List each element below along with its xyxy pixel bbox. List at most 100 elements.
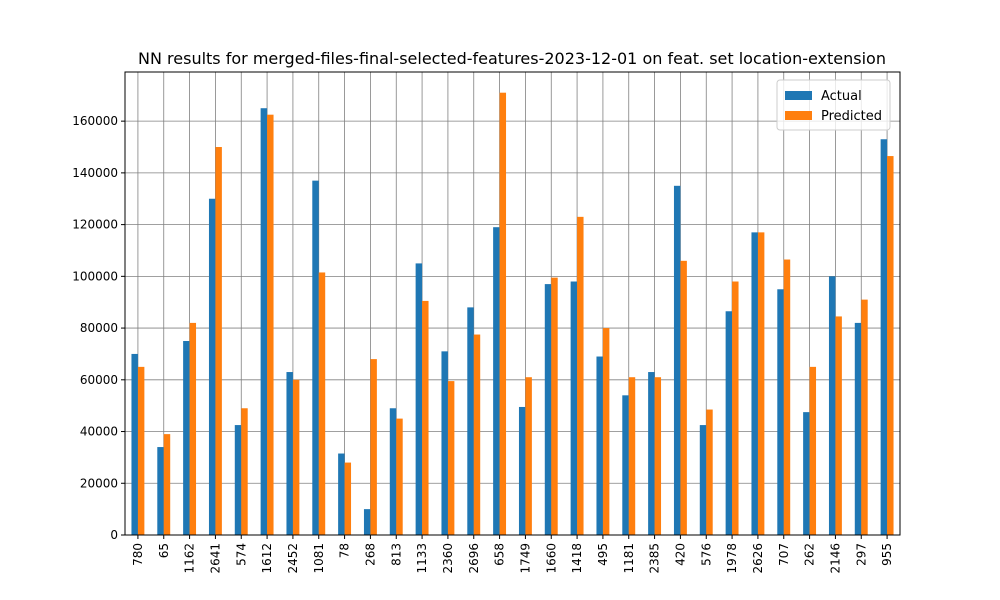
x-tick-label: 1181 (622, 543, 636, 574)
bar-predicted-1749 (525, 377, 532, 535)
bar-actual-420 (673, 185, 681, 535)
bar-predicted-1133 (422, 300, 429, 535)
y-tick-label: 40000 (80, 425, 118, 439)
y-tick-label: 0 (110, 528, 118, 542)
x-tick-label: 420 (673, 543, 687, 566)
x-tick-label: 2146 (828, 543, 842, 574)
bar-actual-1660 (544, 284, 552, 535)
x-tick-label: 780 (131, 543, 145, 566)
x-tick-label: 297 (854, 543, 868, 566)
bars-group (131, 92, 894, 536)
bar-actual-2146 (828, 276, 836, 535)
bar-actual-2385 (648, 372, 655, 535)
bar-predicted-2360 (447, 381, 455, 535)
bar-actual-658 (493, 227, 500, 535)
bar-predicted-2452 (292, 379, 300, 535)
x-tick-label: 2385 (648, 543, 662, 574)
x-tick-label: 1660 (544, 543, 558, 574)
bar-actual-65 (157, 447, 164, 535)
y-tick-label: 120000 (72, 218, 118, 232)
bar-predicted-2626 (757, 232, 765, 535)
x-tick-label: 65 (157, 543, 171, 558)
bar-predicted-65 (163, 434, 171, 535)
bar-predicted-1418 (577, 216, 584, 535)
bar-actual-574 (234, 425, 242, 535)
legend-swatch-actual (785, 91, 812, 100)
x-tick-label: 574 (234, 543, 248, 566)
bar-actual-2452 (286, 372, 293, 535)
bar-actual-78 (338, 453, 345, 535)
bar-predicted-1978 (732, 281, 739, 535)
bar-predicted-658 (499, 92, 507, 535)
bar-predicted-1612 (267, 114, 274, 535)
bar-actual-1133 (415, 263, 423, 535)
bar-predicted-2146 (835, 316, 842, 535)
bar-actual-268 (363, 509, 371, 535)
legend-label-actual: Actual (821, 89, 862, 104)
x-tick-label: 1081 (312, 543, 326, 574)
bar-actual-1612 (260, 108, 268, 536)
bar-actual-1081 (312, 180, 319, 535)
y-tick-label: 140000 (72, 166, 118, 180)
bar-actual-2360 (441, 351, 448, 535)
bar-actual-495 (596, 356, 603, 535)
x-axis: 780 65 1162 2641 574 1612 2452 1081 78 268 813 1133… (131, 535, 894, 574)
x-tick-label: 576 (699, 543, 713, 566)
bar-predicted-1660 (551, 277, 558, 535)
y-tick-label: 160000 (72, 114, 118, 128)
legend-label-predicted: Predicted (821, 109, 882, 124)
bar-predicted-495 (602, 328, 610, 535)
bar-actual-955 (880, 139, 888, 535)
bar-actual-1162 (183, 341, 190, 535)
x-tick-label: 707 (777, 543, 791, 566)
x-tick-label: 268 (363, 543, 377, 566)
x-tick-label: 2696 (467, 543, 481, 574)
bar-predicted-262 (809, 366, 817, 535)
bar-actual-262 (803, 412, 810, 535)
x-tick-label: 1978 (725, 543, 739, 574)
x-tick-label: 1749 (518, 543, 532, 574)
bar-predicted-780 (137, 366, 145, 535)
bar-predicted-2696 (473, 334, 481, 535)
bar-actual-1749 (518, 406, 526, 535)
plot-area (125, 72, 900, 535)
x-tick-label: 2626 (751, 543, 765, 574)
y-tick-label: 60000 (80, 373, 118, 387)
bar-predicted-574 (241, 408, 248, 535)
bar-predicted-420 (680, 260, 687, 535)
x-tick-label: 1612 (260, 543, 274, 574)
x-tick-label: 813 (389, 543, 403, 566)
bar-predicted-78 (344, 462, 352, 535)
bar-actual-1181 (622, 395, 629, 535)
plot-frame (124, 71, 901, 536)
legend-swatch-predicted (785, 111, 812, 120)
bar-actual-297 (854, 322, 862, 535)
x-tick-label: 955 (880, 543, 894, 566)
bar-predicted-813 (396, 418, 403, 535)
x-tick-label: 1162 (183, 543, 197, 574)
bar-actual-813 (389, 408, 397, 535)
chart-title: NN results for merged-files-final-select… (138, 49, 886, 68)
bar-actual-707 (777, 289, 784, 535)
bar-predicted-268 (370, 359, 377, 535)
bar-actual-780 (131, 353, 138, 535)
bar-actual-576 (699, 425, 707, 535)
bar-predicted-1162 (189, 322, 197, 535)
x-tick-label: 2641 (208, 543, 222, 574)
y-axis: 0 20000 40000 60000 80000 100000 120000 140000 1… (72, 114, 125, 542)
x-tick-label: 2452 (286, 543, 300, 574)
y-tick-label: 100000 (72, 269, 118, 283)
y-tick-label: 20000 (80, 476, 118, 490)
y-tick-label: 80000 (80, 321, 118, 335)
bar-predicted-1181 (628, 377, 636, 535)
x-tick-label: 1133 (415, 543, 429, 574)
bar-actual-2626 (751, 232, 758, 535)
bar-actual-1978 (725, 311, 733, 535)
bar-predicted-707 (783, 259, 791, 535)
x-tick-label: 2360 (441, 543, 455, 574)
x-tick-label: 78 (338, 543, 352, 558)
bar-actual-2641 (208, 198, 216, 535)
bar-predicted-576 (706, 409, 713, 535)
bar-actual-2696 (467, 307, 474, 535)
